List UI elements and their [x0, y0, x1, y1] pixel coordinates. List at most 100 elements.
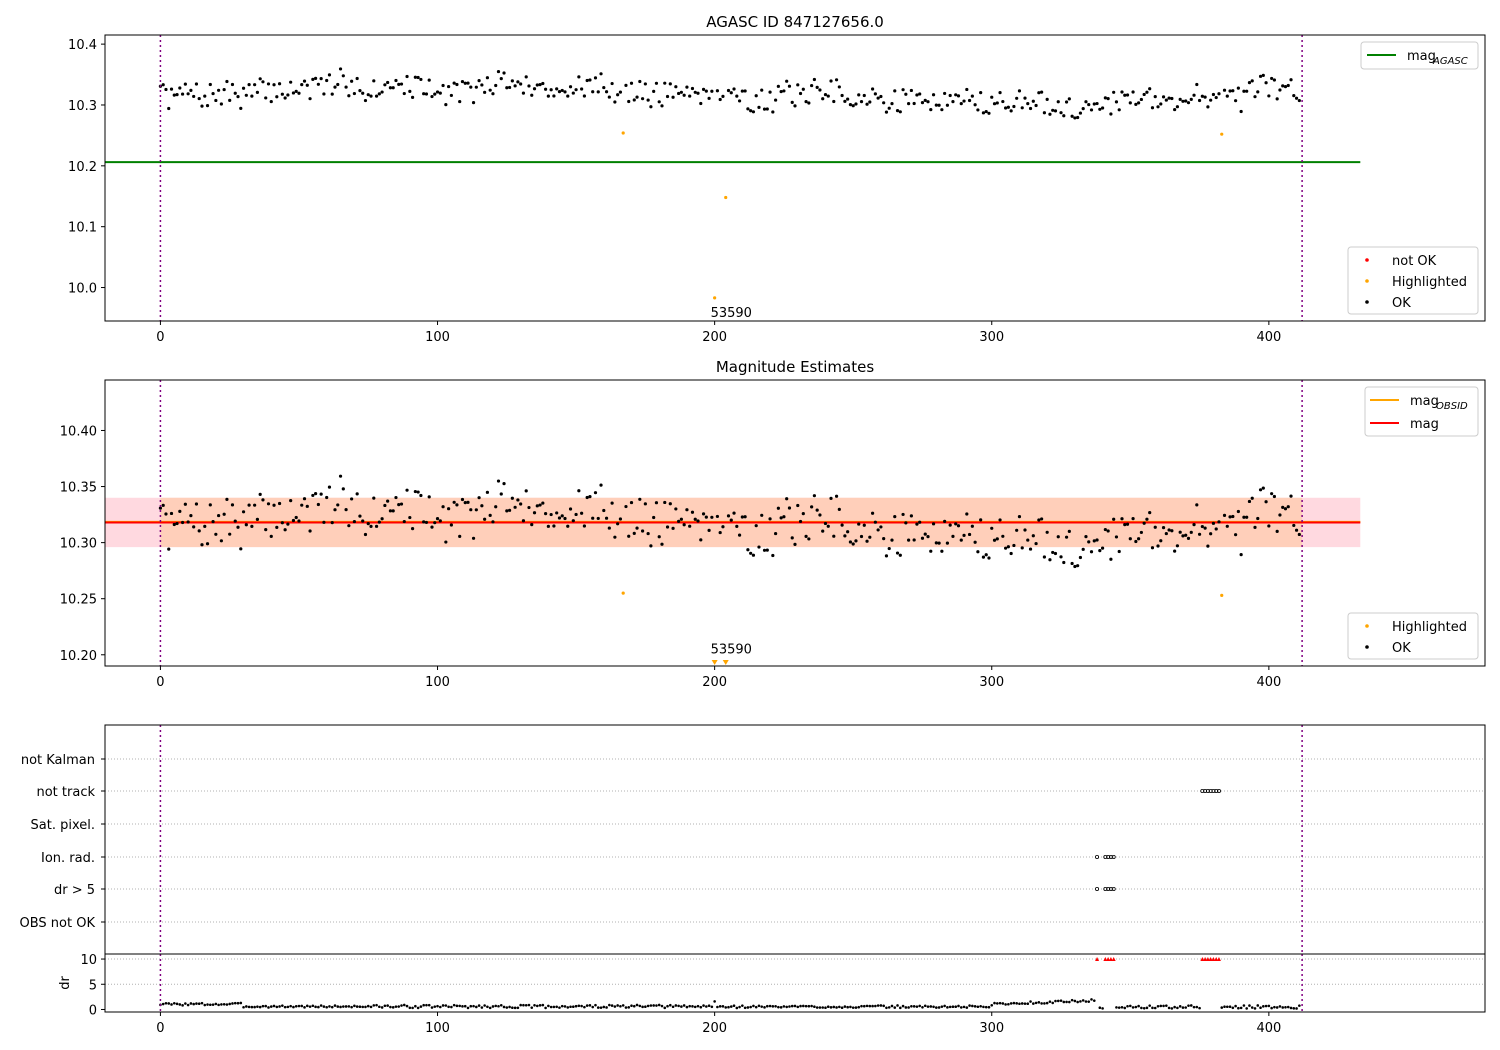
ok-point — [1192, 93, 1196, 97]
magnitude-x-tick-label: 100 — [425, 675, 450, 690]
ok-point — [884, 554, 889, 558]
ok-point — [399, 82, 404, 86]
dr-threshold-marker — [1203, 957, 1208, 962]
ok-point — [1289, 78, 1293, 82]
ok-point — [233, 91, 237, 95]
ok-point — [846, 530, 850, 534]
ok-point — [992, 538, 997, 542]
ok-point — [685, 85, 689, 89]
dr-point — [1065, 1000, 1068, 1004]
dr-point — [228, 1002, 231, 1006]
agasc-x-tick-label: 400 — [1256, 330, 1281, 345]
ok-point — [253, 83, 257, 87]
ok-point — [1156, 105, 1160, 109]
ok-point — [1264, 500, 1268, 504]
dr-point — [602, 1005, 606, 1009]
ok-point — [521, 519, 526, 523]
ok-point — [194, 82, 199, 86]
ok-point — [585, 495, 589, 500]
ok-point — [1181, 99, 1185, 103]
dr-point — [652, 1004, 655, 1007]
ok-point — [294, 89, 298, 93]
ok-point — [372, 496, 376, 500]
dr-point — [300, 1004, 304, 1008]
ok-point — [1167, 528, 1171, 532]
ok-point — [258, 77, 262, 81]
ok-point — [1253, 525, 1257, 529]
ok-point — [737, 99, 742, 103]
dr-point — [1137, 1004, 1140, 1008]
dr-threshold-marker — [1211, 957, 1216, 962]
ok-point — [710, 515, 714, 519]
ok-point — [840, 523, 844, 527]
ok-point — [995, 101, 999, 105]
dr-point — [610, 1004, 614, 1007]
dr-point — [433, 1005, 437, 1008]
ok-point — [477, 78, 481, 83]
dr-point — [716, 1005, 719, 1009]
dr-point — [1298, 1004, 1301, 1007]
ok-point — [219, 102, 223, 106]
dr-point — [632, 1004, 636, 1008]
ok-point — [832, 534, 836, 538]
dr-point — [522, 1003, 525, 1007]
ok-point — [976, 108, 980, 112]
ok-point — [1228, 515, 1232, 519]
dr-point — [380, 1006, 384, 1009]
ok-point — [352, 91, 356, 96]
ok-point — [962, 99, 966, 103]
dr-point — [1167, 1006, 1171, 1010]
ok-point — [530, 523, 534, 527]
ok-point — [568, 85, 573, 89]
ok-point — [782, 515, 786, 519]
dr-point — [250, 1005, 254, 1009]
ok-point — [250, 524, 254, 528]
ok-point — [873, 92, 877, 96]
ok-point — [699, 101, 703, 106]
ok-point — [765, 548, 769, 552]
ok-point — [1051, 108, 1055, 112]
ok-point — [200, 543, 204, 547]
dr-threshold-marker — [1103, 957, 1108, 962]
ok-point — [660, 542, 664, 546]
dr-point — [899, 1006, 902, 1010]
ok-point — [776, 84, 780, 88]
ok-point — [987, 111, 991, 115]
ok-point — [685, 508, 689, 512]
dr-point — [1159, 1004, 1163, 1008]
flag-point — [1103, 887, 1108, 892]
ok-point — [466, 81, 470, 85]
ok-point — [1056, 100, 1060, 104]
dr-point — [461, 1005, 464, 1008]
ok-point — [549, 88, 553, 92]
ok-point — [1134, 102, 1138, 106]
ok-point — [663, 500, 667, 505]
ok-point — [460, 79, 465, 84]
ok-point — [998, 518, 1002, 522]
dr-point — [990, 1003, 994, 1007]
magnitude-y-tick-label: 10.25 — [60, 593, 97, 608]
dr-point — [1253, 1007, 1257, 1010]
dr-point — [959, 1006, 963, 1009]
ok-point — [350, 497, 354, 501]
ok-point — [926, 535, 930, 539]
ok-point — [801, 512, 805, 516]
dr-point — [472, 1004, 475, 1008]
dr-point — [555, 1005, 558, 1009]
ok-point — [1175, 544, 1180, 548]
ok-point — [208, 82, 212, 87]
ok-point — [1145, 517, 1149, 521]
dr-point — [1228, 1005, 1232, 1009]
dr-point — [214, 1002, 218, 1006]
ok-point — [785, 497, 789, 501]
dr-point — [414, 1004, 417, 1008]
dr-point — [1129, 1004, 1132, 1008]
highlighted-point — [1220, 132, 1224, 136]
dr-point — [1223, 1005, 1226, 1009]
ok-point — [491, 520, 495, 524]
ok-point — [1228, 89, 1232, 93]
ok-point — [194, 502, 199, 506]
ok-point — [197, 96, 201, 101]
dr-point — [840, 1006, 844, 1009]
dr-point — [444, 1004, 448, 1007]
